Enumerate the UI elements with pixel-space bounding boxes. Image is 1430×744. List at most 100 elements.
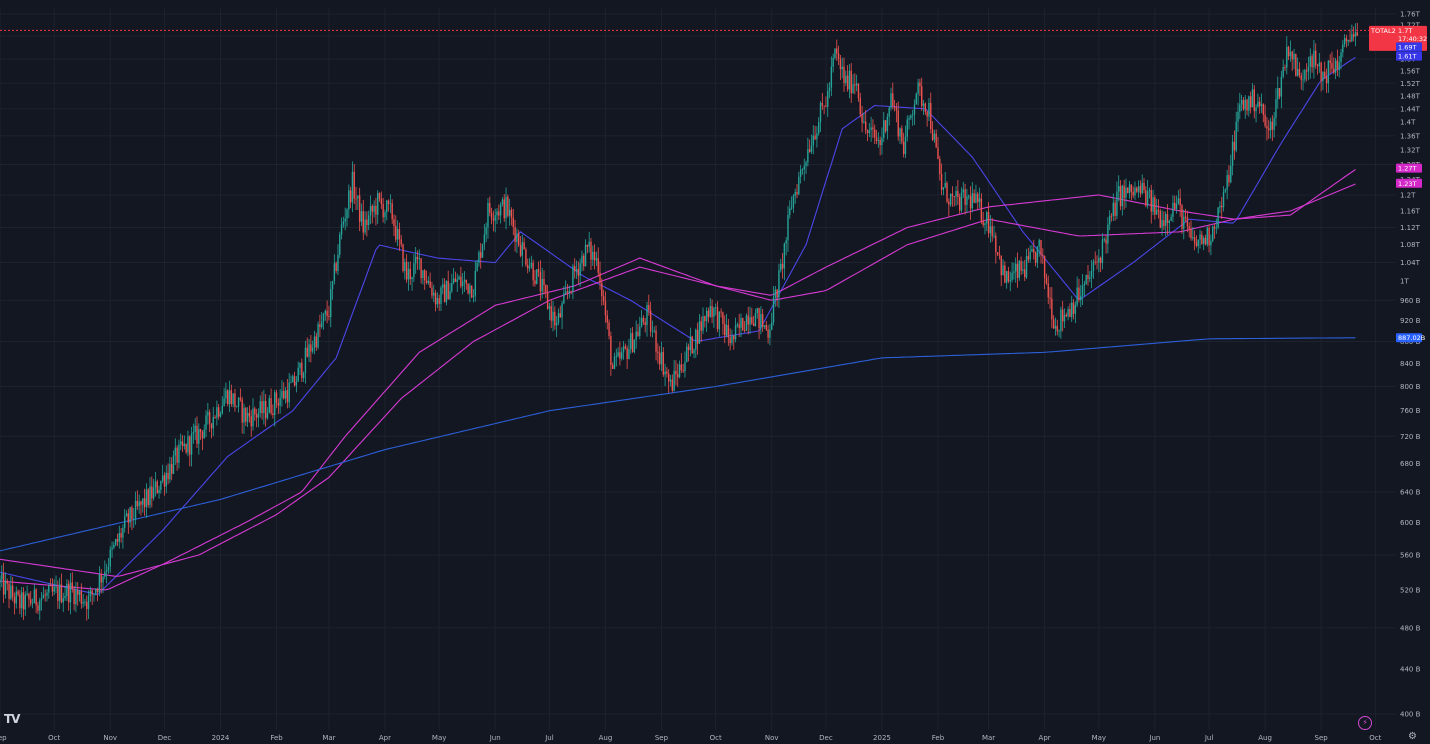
gear-icon[interactable]: ⚙ bbox=[1408, 731, 1417, 742]
candle-body bbox=[313, 336, 316, 348]
candle-body bbox=[395, 226, 397, 240]
candle-body bbox=[503, 199, 505, 219]
candle-body bbox=[1051, 298, 1053, 320]
price-axis[interactable]: 400 B 440 B 480 B 520 B 560 B 600 B 640 B 680 B… bbox=[1400, 11, 1421, 719]
candle-body bbox=[845, 75, 847, 83]
candle-body bbox=[1228, 175, 1230, 183]
candle-body bbox=[1060, 309, 1062, 332]
tradingview-logo[interactable]: TV bbox=[4, 712, 21, 726]
candle-body bbox=[960, 192, 963, 211]
candle-body bbox=[604, 301, 607, 316]
candle-body bbox=[926, 111, 928, 117]
candle-body bbox=[895, 107, 898, 111]
candle-body bbox=[855, 83, 858, 86]
candle-body bbox=[382, 204, 384, 218]
candle-body bbox=[55, 587, 57, 588]
candle-body bbox=[11, 585, 14, 597]
candle-body bbox=[1230, 165, 1232, 183]
candle-body bbox=[1351, 34, 1353, 42]
y-tick-label: 720 B bbox=[1400, 433, 1421, 441]
candle-body bbox=[178, 444, 180, 463]
candle-body bbox=[113, 544, 115, 548]
x-tick-label: May bbox=[1092, 734, 1106, 742]
candle-body bbox=[1202, 237, 1205, 244]
candle-body bbox=[1069, 309, 1071, 318]
candle-body bbox=[966, 196, 968, 205]
candle-body bbox=[1262, 104, 1264, 115]
candle-body bbox=[637, 331, 639, 336]
candle-body bbox=[1004, 265, 1006, 283]
candle-body bbox=[850, 70, 852, 94]
candle-body bbox=[1181, 205, 1183, 229]
candle-body bbox=[87, 596, 90, 610]
candle-body bbox=[687, 346, 690, 350]
candle-body bbox=[1145, 190, 1147, 206]
candle-body bbox=[893, 106, 896, 108]
candle-body bbox=[371, 206, 374, 212]
candle-body bbox=[563, 293, 565, 304]
candle-body bbox=[396, 229, 399, 240]
candle-body bbox=[2, 573, 5, 595]
candle-body bbox=[1058, 331, 1060, 332]
candle-body bbox=[283, 390, 285, 399]
candle-body bbox=[996, 252, 999, 255]
candle-body bbox=[621, 352, 623, 359]
candle-body bbox=[234, 393, 236, 407]
candle-body bbox=[626, 348, 628, 360]
candle-body bbox=[1258, 101, 1261, 107]
candle-body bbox=[951, 193, 954, 197]
candle-body bbox=[1067, 309, 1069, 317]
candle-body bbox=[897, 110, 899, 137]
candle-body bbox=[293, 376, 296, 386]
candle-body bbox=[190, 433, 193, 455]
candle-body bbox=[1226, 175, 1228, 190]
candle-body bbox=[978, 198, 981, 203]
candle-body bbox=[653, 330, 655, 332]
candle-body bbox=[836, 48, 838, 54]
candle-body bbox=[389, 203, 392, 205]
candle-body bbox=[1271, 121, 1274, 130]
candle-body bbox=[377, 193, 379, 215]
candle-body bbox=[545, 284, 547, 293]
candle-body bbox=[736, 324, 739, 326]
candle-body bbox=[263, 401, 265, 414]
time-axis[interactable]: Sep Oct Nov Dec 2024 Feb Mar Apr May Jun Jul Aug Sep… bbox=[0, 734, 1382, 742]
candle-body bbox=[170, 464, 173, 474]
candle-body bbox=[568, 290, 570, 293]
y-tick-label: 1.48T bbox=[1400, 92, 1421, 100]
candle-body bbox=[255, 414, 258, 418]
candle-body bbox=[391, 203, 393, 220]
badge-label: 887.02B bbox=[1398, 334, 1425, 342]
candle-body bbox=[517, 233, 520, 246]
candle-body bbox=[1315, 50, 1317, 66]
candle-body bbox=[91, 590, 93, 595]
candle-body bbox=[922, 103, 925, 106]
candle-body bbox=[1063, 314, 1066, 322]
candle-body bbox=[592, 251, 594, 260]
candle-body bbox=[1331, 62, 1333, 69]
candle-body bbox=[704, 316, 706, 322]
candle-body bbox=[1099, 257, 1102, 264]
candle-body bbox=[630, 333, 632, 349]
candle-body bbox=[492, 218, 495, 221]
candle-body bbox=[846, 75, 849, 90]
candle-body bbox=[570, 290, 572, 292]
y-tick-label: 1.72T bbox=[1400, 21, 1421, 29]
candle-body bbox=[414, 256, 417, 264]
candle-body bbox=[1146, 191, 1149, 206]
candle-body bbox=[1065, 314, 1068, 317]
candle-body bbox=[404, 261, 406, 271]
candle-body bbox=[259, 401, 261, 414]
candle-body bbox=[75, 589, 77, 605]
candle-body bbox=[279, 397, 281, 406]
candle-body bbox=[864, 121, 867, 131]
candle-body bbox=[579, 263, 581, 276]
candle-body bbox=[460, 276, 462, 287]
candle-body bbox=[1192, 237, 1194, 239]
candle-body bbox=[187, 436, 189, 453]
candle-body bbox=[1242, 100, 1245, 110]
candle-body bbox=[227, 390, 229, 405]
candle-body bbox=[333, 263, 336, 281]
lightning-icon[interactable]: ⚡ bbox=[1358, 716, 1372, 730]
